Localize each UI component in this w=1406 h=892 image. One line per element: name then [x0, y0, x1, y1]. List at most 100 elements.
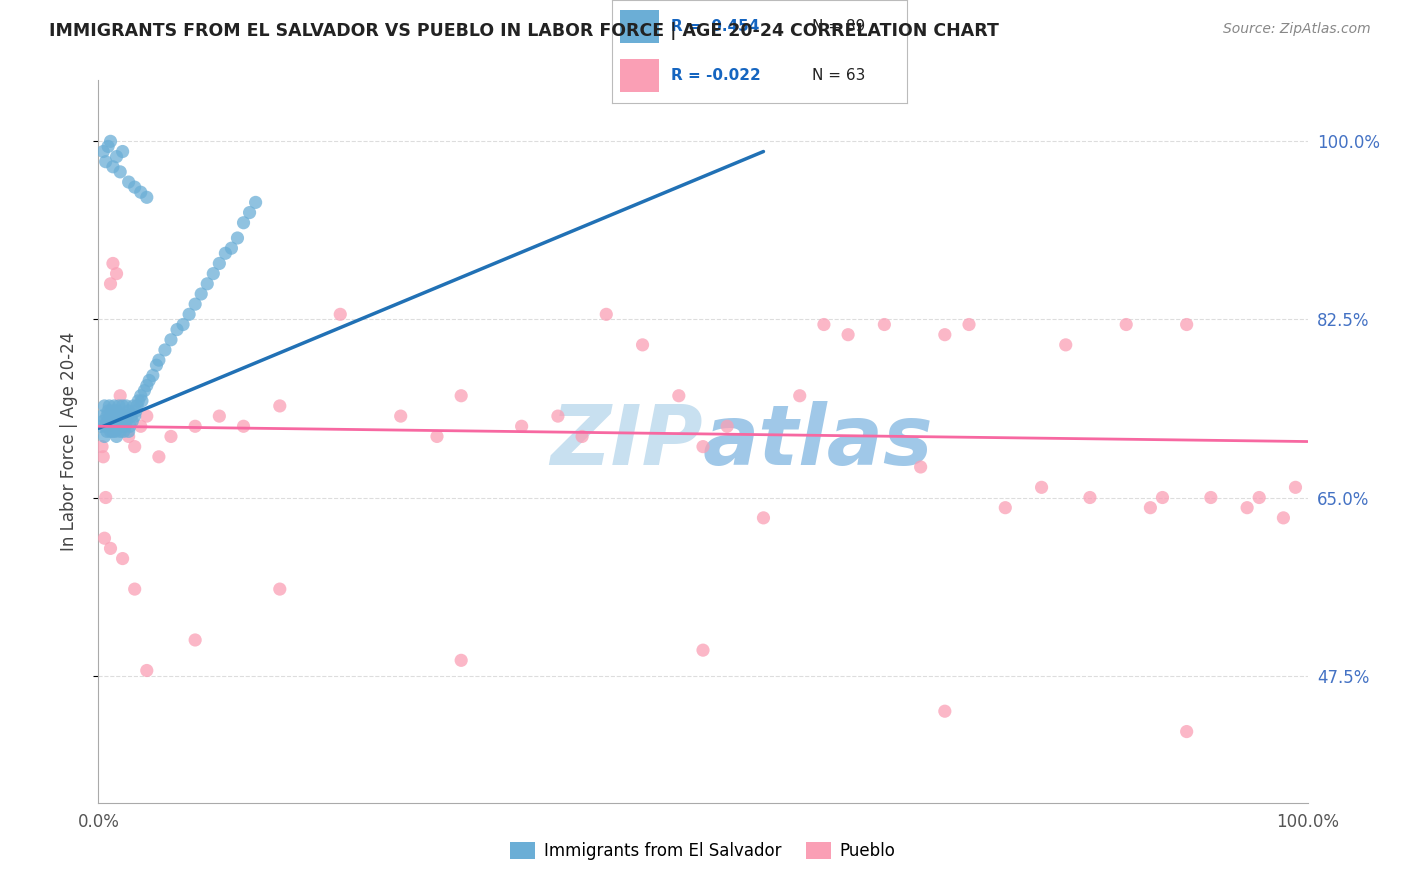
Point	[1284, 480, 1306, 494]
Point	[329, 307, 352, 321]
Point	[813, 318, 835, 332]
Point	[148, 450, 170, 464]
FancyBboxPatch shape	[620, 11, 659, 43]
Point	[1152, 491, 1174, 505]
Point	[957, 318, 980, 332]
Point	[692, 643, 714, 657]
Point	[100, 425, 122, 439]
Point	[100, 404, 122, 418]
Point	[91, 145, 114, 159]
Point	[111, 419, 134, 434]
Point	[121, 414, 143, 428]
Point	[269, 582, 291, 596]
Point	[108, 389, 131, 403]
Point	[716, 419, 738, 434]
Point	[104, 409, 127, 423]
Point	[1199, 491, 1222, 505]
Point	[118, 425, 141, 439]
Point	[108, 409, 131, 423]
Point	[934, 704, 956, 718]
Point	[90, 419, 112, 434]
Point	[124, 582, 146, 596]
Point	[91, 409, 114, 423]
Point	[1115, 318, 1137, 332]
Point	[160, 333, 183, 347]
Point	[129, 389, 152, 403]
Point	[127, 399, 149, 413]
Point	[94, 491, 117, 505]
Point	[127, 393, 149, 408]
Point	[450, 653, 472, 667]
Point	[1078, 491, 1101, 505]
Point	[104, 425, 127, 439]
Point	[184, 297, 207, 311]
Point	[1175, 724, 1198, 739]
Point	[114, 409, 136, 423]
Point	[1139, 500, 1161, 515]
Point	[101, 409, 124, 423]
Point	[142, 368, 165, 383]
Legend: Immigrants from El Salvador, Pueblo: Immigrants from El Salvador, Pueblo	[503, 835, 903, 867]
Point	[245, 195, 267, 210]
Point	[115, 399, 138, 413]
Point	[101, 256, 124, 270]
Point	[389, 409, 412, 423]
Point	[103, 419, 125, 434]
Point	[91, 414, 114, 428]
Point	[202, 267, 225, 281]
Point	[873, 318, 896, 332]
Y-axis label: In Labor Force | Age 20-24: In Labor Force | Age 20-24	[59, 332, 77, 551]
Point	[1272, 511, 1295, 525]
Point	[179, 307, 201, 321]
Text: N = 63: N = 63	[813, 69, 866, 84]
Point	[910, 460, 932, 475]
Point	[118, 175, 141, 189]
Point	[114, 419, 136, 434]
Point	[94, 419, 117, 434]
Point	[100, 134, 122, 148]
Point	[547, 409, 569, 423]
Point	[1175, 318, 1198, 332]
Point	[208, 256, 231, 270]
Point	[124, 440, 146, 454]
Point	[93, 429, 115, 443]
Point	[107, 409, 129, 423]
Point	[98, 399, 121, 413]
Point	[100, 414, 122, 428]
Point	[111, 409, 134, 423]
Point	[122, 399, 145, 413]
Text: N = 89: N = 89	[813, 19, 866, 34]
Point	[195, 277, 218, 291]
Point	[112, 425, 135, 439]
Point	[118, 404, 141, 418]
Point	[105, 419, 128, 434]
Point	[111, 145, 134, 159]
Point	[239, 205, 262, 219]
Point	[105, 267, 128, 281]
Point	[129, 419, 152, 434]
Point	[190, 287, 212, 301]
Point	[91, 440, 114, 454]
Point	[97, 404, 120, 418]
Point	[117, 409, 139, 423]
Point	[124, 409, 146, 423]
Point	[172, 318, 194, 332]
Point	[148, 353, 170, 368]
Point	[934, 327, 956, 342]
Point	[631, 338, 654, 352]
Point	[107, 414, 129, 428]
Text: ZIP: ZIP	[550, 401, 703, 482]
Text: R =  0.454: R = 0.454	[671, 19, 759, 34]
Point	[692, 440, 714, 454]
Text: IMMIGRANTS FROM EL SALVADOR VS PUEBLO IN LABOR FORCE | AGE 20-24 CORRELATION CHA: IMMIGRANTS FROM EL SALVADOR VS PUEBLO IN…	[49, 22, 1000, 40]
Point	[118, 419, 141, 434]
Point	[135, 409, 157, 423]
Point	[91, 450, 114, 464]
Point	[93, 531, 115, 545]
Point	[1031, 480, 1053, 494]
Point	[752, 511, 775, 525]
Point	[135, 378, 157, 392]
FancyBboxPatch shape	[620, 60, 659, 93]
Point	[108, 165, 131, 179]
Point	[100, 277, 122, 291]
